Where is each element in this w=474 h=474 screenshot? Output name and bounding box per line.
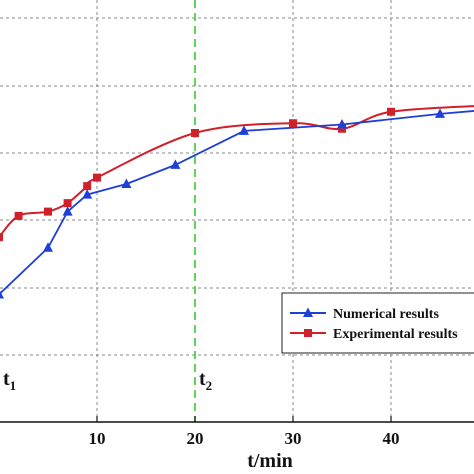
- legend-marker: [304, 329, 312, 337]
- x-tick-label: 20: [187, 429, 204, 448]
- data-point-experimental-results: [387, 107, 395, 116]
- x-ticks: 1020304050: [89, 416, 400, 448]
- legend-entry: Numerical results: [333, 307, 439, 322]
- data-point-numerical-results: [82, 189, 93, 199]
- annotation-label: t1: [3, 368, 16, 393]
- x-tick-label: 40: [383, 429, 400, 448]
- grid: [0, 0, 474, 422]
- data-point-numerical-results: [62, 206, 73, 216]
- data-point-experimental-results: [338, 124, 346, 133]
- data-point-experimental-results: [83, 182, 92, 191]
- legend: Numerical results Experimental results: [281, 292, 474, 354]
- x-tick-label: 10: [89, 429, 106, 448]
- legend-marker: [303, 307, 313, 317]
- data-point-numerical-results: [43, 242, 53, 252]
- data-point-numerical-results: [239, 125, 249, 135]
- data-point-experimental-results: [191, 129, 199, 137]
- series-line-numerical-results: [0, 110, 474, 295]
- data-point-experimental-results: [289, 119, 297, 128]
- data-point-experimental-results: [93, 173, 101, 182]
- data-point-numerical-results: [0, 290, 4, 299]
- data-point-experimental-results: [63, 199, 72, 208]
- data-point-numerical-results: [435, 108, 445, 118]
- legend-box: [281, 292, 474, 354]
- data-point-experimental-results: [0, 233, 3, 242]
- series-markers: [0, 107, 445, 299]
- legend-entry: Experimental results: [333, 327, 458, 342]
- data-point-numerical-results: [337, 119, 347, 129]
- data-point-experimental-results: [14, 211, 23, 220]
- x-axis-label: t/min: [247, 450, 293, 472]
- data-point-numerical-results: [170, 159, 181, 169]
- annotations: t1 t2: [3, 368, 212, 393]
- data-point-numerical-results: [121, 178, 132, 188]
- x-tick-label: 30: [285, 429, 302, 448]
- data-point-experimental-results: [44, 207, 52, 216]
- annotation-label: t2: [199, 368, 212, 393]
